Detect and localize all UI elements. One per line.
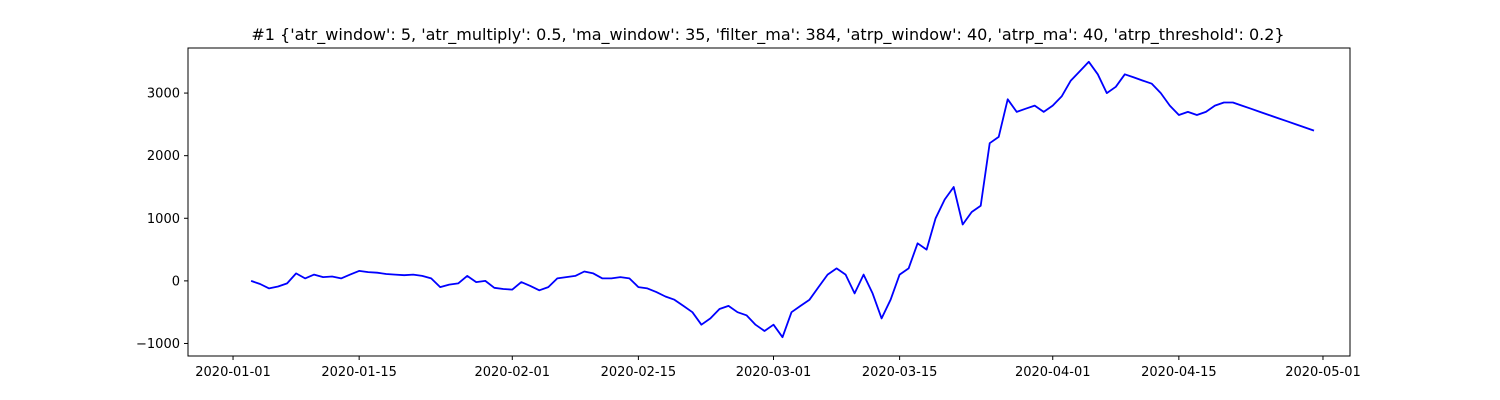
series-layer [250, 60, 1315, 339]
y-tick-label: 2000 [147, 149, 180, 164]
x-tick-label: 2020-01-01 [195, 365, 271, 380]
x-tick-label: 2020-02-01 [474, 365, 550, 380]
plot-frame [187, 47, 1351, 357]
chart-title: #1 {'atr_window': 5, 'atr_multiply': 0.5… [251, 25, 1284, 45]
x-tick-label: 2020-01-15 [321, 365, 397, 380]
x-tick-label: 2020-02-15 [601, 365, 677, 380]
axes-layer: 2020-01-01 2020-01-15 2020-02-01 2020-02-15… [136, 47, 1361, 380]
series-line-0 [250, 60, 1315, 339]
y-tick-label: 3000 [147, 87, 180, 102]
x-tick-label: 2020-03-01 [736, 365, 812, 380]
x-tick-label: 2020-04-15 [1141, 365, 1217, 380]
y-tick-label: −1000 [136, 337, 180, 352]
x-tick-label: 2020-04-01 [1015, 365, 1091, 380]
y-tick-label: 0 [172, 274, 180, 289]
x-tick-label: 2020-03-15 [862, 365, 938, 380]
x-tick-label: 2020-05-01 [1285, 365, 1361, 380]
y-tick-label: 1000 [147, 212, 180, 227]
